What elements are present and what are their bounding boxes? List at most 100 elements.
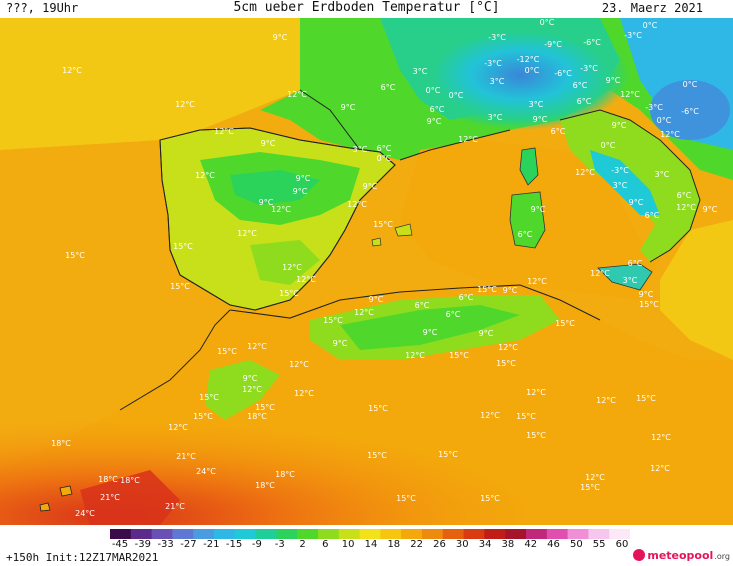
france-coastline bbox=[299, 89, 511, 161]
color-scale-tick: -27 bbox=[180, 539, 197, 550]
color-scale-swatch bbox=[484, 529, 506, 539]
color-scale-tick: -45 bbox=[111, 539, 129, 550]
color-scale-swatch bbox=[588, 529, 610, 539]
temperature-label: 9°C bbox=[341, 103, 356, 112]
temperature-label: 15°C bbox=[580, 483, 600, 492]
temperature-label: 9°C bbox=[243, 374, 258, 383]
temperature-label: 15°C bbox=[526, 431, 546, 440]
temperature-label: 9°C bbox=[296, 174, 311, 183]
color-scale-ticks: -45 -39 -33 -27 -21 -15 -9 -3 2 6 10 14 18 22 26 30 34 38… bbox=[112, 539, 632, 551]
temperature-label: 6°C bbox=[459, 293, 474, 302]
ibiza bbox=[371, 237, 382, 247]
temperature-label: 18°C bbox=[120, 476, 140, 485]
color-scale-tick: 46 bbox=[547, 539, 560, 550]
temperature-label: 21°C bbox=[165, 502, 185, 511]
color-scale-tick: 6 bbox=[322, 539, 329, 550]
color-scale-swatch bbox=[234, 529, 257, 539]
temperature-label: 15°C bbox=[323, 316, 343, 325]
temperature-label: 3°C bbox=[488, 113, 503, 122]
temperature-label: 12°C bbox=[287, 90, 307, 99]
color-scale-swatch bbox=[110, 529, 132, 539]
color-scale-tick: 26 bbox=[433, 539, 446, 550]
meteopool-logo[interactable]: meteopool .org bbox=[633, 547, 730, 563]
temperature-label: 6°C bbox=[551, 127, 566, 136]
valid-time-label: ???, 19Uhr bbox=[6, 1, 79, 15]
temperature-label: 24°C bbox=[196, 467, 216, 476]
temperature-label: 9°C bbox=[503, 286, 518, 295]
iberia-coastline bbox=[159, 127, 396, 311]
color-scale-tick: 22 bbox=[410, 539, 423, 550]
forecast-date: 23. Maerz 2021 bbox=[601, 1, 703, 15]
temperature-label: 3°C bbox=[529, 100, 544, 109]
temperature-label: 9°C bbox=[629, 198, 644, 207]
temperature-label: 15°C bbox=[477, 285, 497, 294]
color-scale-swatch bbox=[297, 529, 319, 539]
alps-freezing-zone bbox=[410, 20, 630, 130]
temperature-label: 3°C bbox=[613, 181, 628, 190]
africa-coastline bbox=[229, 284, 601, 321]
mallorca bbox=[394, 223, 413, 237]
temperature-label: 18°C bbox=[247, 412, 267, 421]
color-scale-tick: -9 bbox=[251, 539, 262, 550]
temperature-label: 12°C bbox=[296, 275, 316, 284]
temperature-label: 18°C bbox=[51, 439, 71, 448]
color-scale-tick: 55 bbox=[592, 539, 606, 550]
temperature-label: 9°C bbox=[261, 139, 276, 148]
model-run-info: +150h Init:12Z17MAR2021 bbox=[6, 551, 159, 564]
ionian-sea bbox=[660, 220, 733, 360]
color-scale-swatch bbox=[463, 529, 485, 539]
temperature-label: 15°C bbox=[373, 220, 393, 229]
temperature-label: 12°C bbox=[289, 360, 309, 369]
balkan-freezing-zone bbox=[650, 80, 730, 140]
color-scale-tick: -15 bbox=[225, 539, 243, 550]
temperature-label: 12°C bbox=[242, 385, 262, 394]
temperature-label: 12°C bbox=[498, 343, 518, 352]
temperature-label: 0°C bbox=[643, 21, 658, 30]
temperature-label: -6°C bbox=[681, 107, 699, 116]
temperature-label: 9°C bbox=[427, 117, 442, 126]
temperature-label: 9°C bbox=[273, 33, 288, 42]
temperature-label: 6°C bbox=[415, 301, 430, 310]
temperature-label: 9°C bbox=[612, 121, 627, 130]
temperature-label: 15°C bbox=[636, 394, 656, 403]
temperature-label: 12°C bbox=[282, 263, 302, 272]
temperature-label: 12°C bbox=[585, 473, 605, 482]
color-scale-swatch bbox=[193, 529, 215, 539]
color-scale-swatch bbox=[214, 529, 236, 539]
temperature-label: 12°C bbox=[237, 229, 257, 238]
color-scale-swatch bbox=[276, 529, 298, 539]
color-scale-swatch bbox=[546, 529, 569, 539]
color-scale-tick: 60 bbox=[615, 539, 629, 550]
temperature-label: -12°C bbox=[517, 55, 540, 64]
temperature-label: 15°C bbox=[496, 359, 516, 368]
temperature-map: 12°C 9°C 12°C 12°C 9°C 3°C 6°C 0°C 0°C 0°C -3°C -9°… bbox=[0, 18, 733, 525]
color-scale-tick: 42 bbox=[524, 539, 538, 550]
temperature-label: -6°C bbox=[554, 69, 572, 78]
temperature-label: 9°C bbox=[333, 339, 348, 348]
color-scale-swatch bbox=[359, 529, 381, 539]
temperature-label: -9°C bbox=[544, 40, 562, 49]
temperature-label: 9°C bbox=[606, 76, 621, 85]
color-scale-tick: 38 bbox=[501, 539, 515, 550]
temperature-label: 12°C bbox=[620, 90, 640, 99]
temperature-label: 12°C bbox=[214, 127, 234, 136]
temperature-label: -3°C bbox=[611, 166, 629, 175]
temperature-label: 15°C bbox=[217, 347, 237, 356]
color-scale-tick: 14 bbox=[364, 539, 378, 550]
temperature-label: 6°C bbox=[677, 191, 692, 200]
color-scale-tick: -21 bbox=[203, 539, 220, 550]
temperature-label: 15°C bbox=[255, 403, 275, 412]
temperature-label: 12°C bbox=[526, 388, 546, 397]
temperature-label: 24°C bbox=[75, 509, 95, 518]
color-scale-swatch bbox=[567, 529, 589, 539]
logo-dot-icon bbox=[633, 549, 646, 561]
temperature-label: 21°C bbox=[176, 452, 196, 461]
temperature-label: 9°C bbox=[423, 328, 438, 337]
color-scale-tick: 10 bbox=[341, 539, 355, 550]
temperature-label: 15°C bbox=[173, 242, 193, 251]
temperature-label: 3°C bbox=[490, 77, 505, 86]
map-footer: -45 -39 -33 -27 -21 -15 -9 -3 2 6 10 14 18 22 26 30 34 38… bbox=[0, 525, 733, 566]
temperature-label: 6°C bbox=[381, 83, 396, 92]
temperature-label: 9°C bbox=[533, 115, 548, 124]
canary-islands bbox=[39, 485, 73, 512]
